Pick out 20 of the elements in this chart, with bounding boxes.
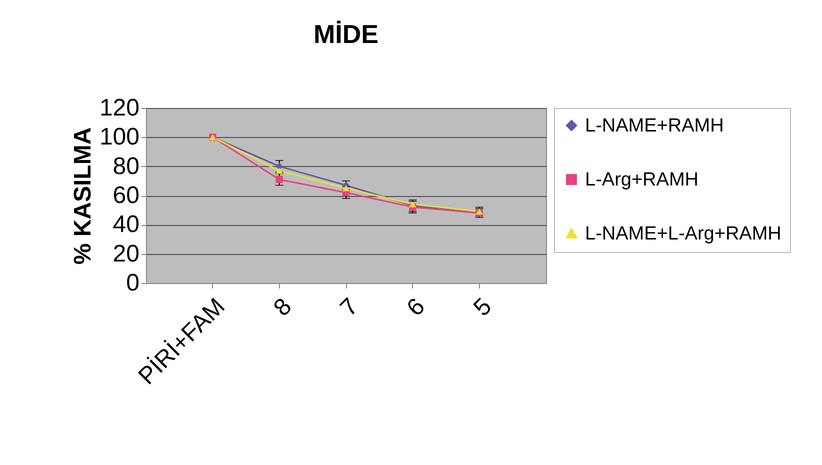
y-tick-label: 80 [112,152,140,180]
x-tick-label: 5 [468,293,498,322]
x-tick-label: 7 [335,293,364,322]
legend-label: L-NAME+RAMH [585,116,724,136]
point [342,185,350,192]
y-tick-label: 60 [112,182,140,209]
legend-label: L-Arg+RAMH [585,170,698,190]
legend-label: L-NAME+L-Arg+RAMH [585,224,782,244]
point [276,162,283,170]
y-tick-label: 100 [99,124,140,151]
y-axis-title: % KASILMA [69,127,96,265]
point [276,168,283,174]
y-tick-label: 40 [112,211,140,238]
y-tick-label: 120 [99,94,140,122]
point [276,176,283,183]
x-tick-label: 6 [402,293,430,322]
y-tick-label: 20 [112,240,140,268]
chart-title: MİDE [314,19,378,49]
x-tick-label: 8 [268,293,298,322]
y-tick-label: 0 [126,270,140,296]
